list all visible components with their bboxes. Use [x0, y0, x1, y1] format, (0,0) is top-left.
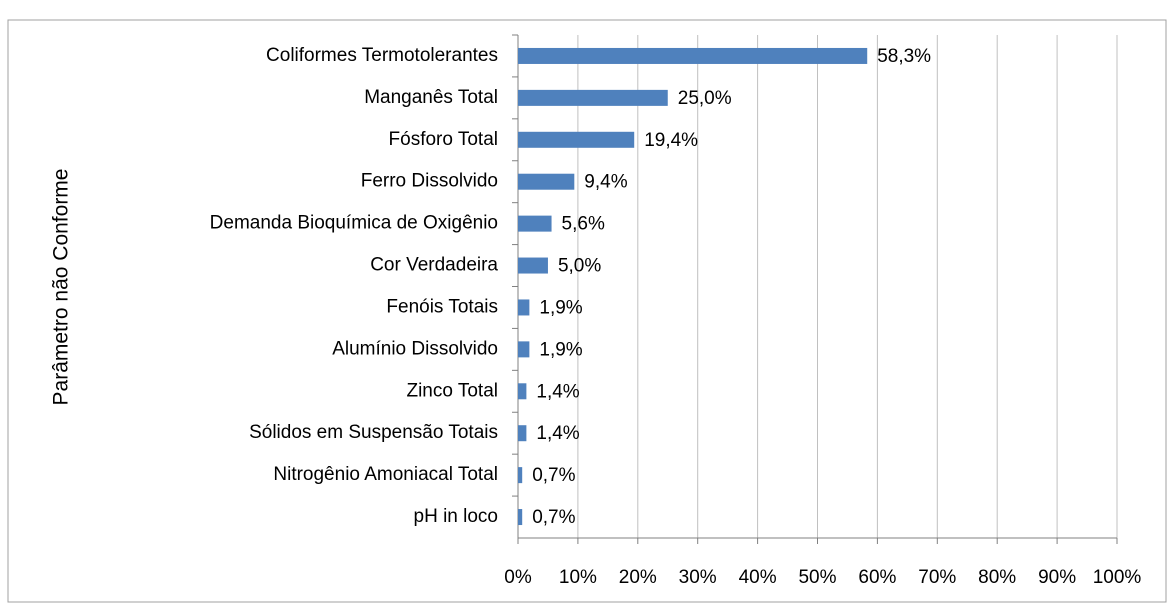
data-label: 1,9%	[539, 339, 582, 360]
data-label: 0,7%	[532, 507, 575, 528]
x-tick-label: 40%	[739, 567, 777, 588]
y-tick-label: pH in loco	[414, 506, 499, 527]
data-label: 58,3%	[877, 46, 931, 67]
data-label: 25,0%	[678, 88, 732, 109]
x-tick-label: 80%	[978, 567, 1016, 588]
bar	[518, 173, 575, 190]
data-label: 5,6%	[562, 214, 605, 235]
y-tick-label: Alumínio Dissolvido	[332, 338, 498, 359]
x-tick-label: 10%	[559, 567, 597, 588]
x-tick-label: 0%	[504, 567, 532, 588]
x-tick-label: 100%	[1093, 567, 1142, 588]
data-label: 9,4%	[584, 172, 627, 193]
x-tick-label: 90%	[1038, 567, 1076, 588]
chart-border	[7, 19, 1167, 603]
y-axis-title: Parâmetro não Conforme	[50, 169, 73, 406]
y-tick-label: Nitrogênio Amoniacal Total	[273, 464, 498, 485]
y-tick-label: Cor Verdadeira	[370, 255, 498, 276]
bar	[518, 299, 530, 316]
bar	[518, 509, 523, 526]
y-tick-label: Ferro Dissolvido	[361, 171, 498, 192]
x-tick-label: 60%	[858, 567, 896, 588]
y-tick-label: Coliformes Termotolerantes	[266, 45, 498, 66]
bar	[518, 467, 523, 484]
y-tick-label: Manganês Total	[364, 87, 498, 108]
y-tick-label: Fósforo Total	[389, 129, 498, 150]
bar	[518, 341, 530, 358]
data-label: 5,0%	[558, 256, 601, 277]
data-label: 1,4%	[536, 381, 579, 402]
data-label: 19,4%	[644, 130, 698, 151]
data-label: 1,9%	[539, 297, 582, 318]
bar	[518, 89, 668, 106]
bar	[518, 215, 552, 232]
bar	[518, 47, 868, 64]
data-label: 1,4%	[536, 423, 579, 444]
bar	[518, 425, 527, 442]
bar	[518, 257, 548, 274]
y-tick-label: Fenóis Totais	[386, 296, 498, 317]
bar	[518, 383, 527, 400]
y-tick-label: Zinco Total	[406, 380, 498, 401]
bar	[518, 131, 635, 148]
y-tick-label: Sólidos em Suspensão Totais	[249, 422, 498, 443]
x-tick-label: 70%	[918, 567, 956, 588]
x-tick-label: 30%	[679, 567, 717, 588]
x-tick-label: 20%	[619, 567, 657, 588]
x-tick-label: 50%	[798, 567, 836, 588]
data-label: 0,7%	[532, 465, 575, 486]
y-tick-label: Demanda Bioquímica de Oxigênio	[210, 213, 498, 234]
